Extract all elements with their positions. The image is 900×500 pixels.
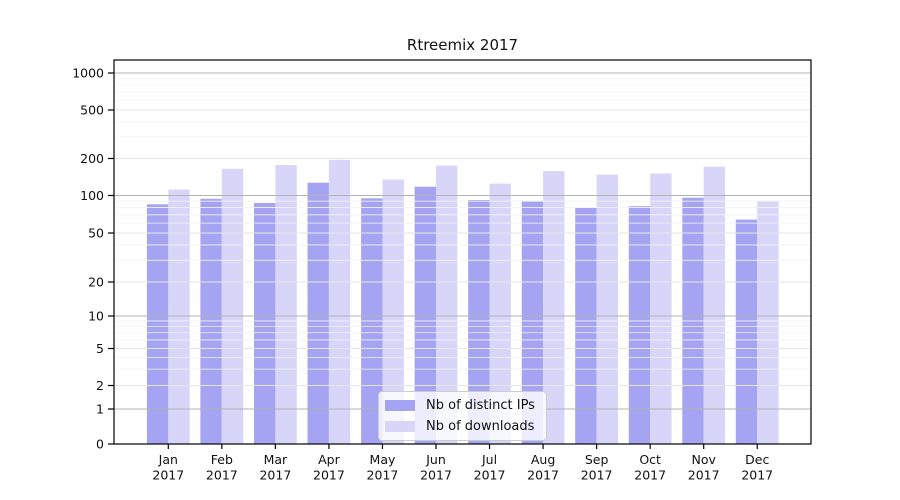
x-tick-label: Oct 2017 [634, 452, 666, 483]
x-tick-label: Apr 2017 [313, 452, 345, 483]
x-tick-label: Jan 2017 [152, 452, 184, 483]
bar-downloads [382, 179, 404, 444]
y-tick-label: 1 [96, 402, 104, 417]
bar-distinct-ips [307, 182, 329, 444]
bar-downloads [221, 168, 244, 445]
y-tick-label: 50 [88, 226, 104, 241]
bar-distinct-ips [735, 219, 758, 444]
x-tick-label: Feb 2017 [206, 452, 238, 483]
x-tick-label: Dec 2017 [741, 452, 773, 483]
x-tick-label: Sep 2017 [581, 452, 613, 483]
y-tick-label: 500 [80, 103, 104, 118]
y-tick-label: 0 [96, 437, 104, 452]
legend-item-downloads: Nb of downloads [385, 419, 538, 434]
legend-swatch-downloads [385, 421, 415, 432]
x-tick-label: Nov 2017 [688, 452, 720, 483]
bar-downloads [168, 189, 190, 444]
bar-distinct-ips [146, 204, 169, 444]
bar-distinct-ips [628, 206, 651, 444]
chart-title: Rtreemix 2017 [406, 36, 519, 54]
y-tick-label: 100 [80, 188, 104, 203]
bar-downloads [596, 174, 618, 444]
bar-distinct-ips [254, 203, 276, 444]
bar-downloads [543, 171, 565, 444]
y-tick-label: 20 [88, 275, 104, 290]
x-tick-label: Jun 2017 [420, 452, 452, 483]
legend-swatch-distinct-ips [385, 400, 415, 411]
bar-downloads [328, 159, 351, 444]
x-tick-label: Mar 2017 [259, 452, 291, 483]
bar-downloads [275, 165, 297, 444]
bar-distinct-ips [414, 186, 436, 444]
legend-item-distinct-ips: Nb of distinct IPs [385, 398, 538, 413]
x-tick-label: Jul 2017 [474, 452, 506, 483]
plot-border [113, 59, 812, 445]
bar-distinct-ips [575, 207, 597, 444]
bar-downloads [436, 165, 458, 444]
bar-downloads [757, 200, 779, 444]
y-tick-label: 200 [80, 151, 104, 166]
x-tick-label: May 2017 [367, 452, 399, 483]
y-tick-label: 2 [96, 378, 104, 393]
y-tick-label: 1000 [72, 66, 104, 81]
legend: Nb of distinct IPs Nb of downloads [378, 391, 547, 441]
legend-label-downloads: Nb of downloads [426, 419, 535, 434]
bar-downloads [489, 183, 511, 444]
bar-distinct-ips [200, 198, 222, 444]
y-tick-label: 5 [96, 341, 104, 356]
legend-label-distinct-ips: Nb of distinct IPs [426, 398, 535, 413]
bar-downloads [703, 166, 726, 444]
bar-distinct-ips [521, 201, 544, 444]
x-tick-label: Aug 2017 [527, 452, 559, 483]
y-tick-label: 10 [88, 309, 104, 324]
bar-distinct-ips [468, 200, 490, 444]
bar-downloads [650, 173, 672, 444]
